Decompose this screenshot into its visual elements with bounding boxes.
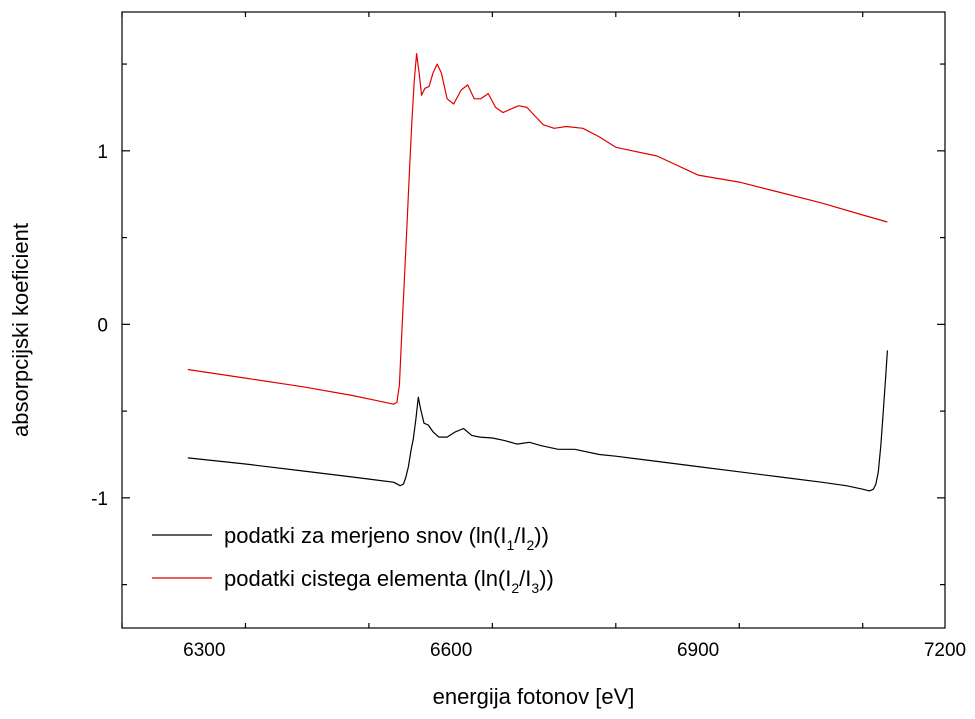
y-tick-label: 1 [97, 142, 108, 163]
x-tick-label: 6300 [183, 640, 225, 661]
legend-text-part: )) [534, 523, 549, 548]
series-line-1 [187, 350, 888, 492]
legend-text-part: /I [519, 566, 531, 591]
legend: podatki za merjeno snov (ln(I1/I2))podat… [152, 523, 554, 596]
plot-frame [121, 11, 946, 629]
legend-text-part: podatki cistega elementa (ln(I [224, 566, 511, 591]
legend-text-part: )) [539, 566, 554, 591]
legend-subscript: 2 [511, 580, 519, 596]
legend-subscript: 3 [531, 580, 539, 596]
y-tick-label: 0 [97, 315, 108, 336]
series-line-2 [187, 52, 888, 405]
y-axis-title: absorpcijski koeficient [8, 223, 33, 437]
x-tick-label: 7200 [924, 640, 966, 661]
legend-label-1: podatki za merjeno snov (ln(I1/I2)) [224, 523, 549, 553]
legend-subscript: 1 [506, 537, 514, 553]
x-tick-label: 6600 [430, 640, 472, 661]
legend-subscript: 2 [527, 537, 535, 553]
legend-text-part: /I [514, 523, 526, 548]
y-tick-label: -1 [91, 489, 108, 510]
legend-text-part: podatki za merjeno snov (ln(I [224, 523, 506, 548]
series-layer [187, 52, 888, 492]
x-tick-label: 6900 [677, 640, 719, 661]
legend-label-2: podatki cistega elementa (ln(I2/I3)) [224, 566, 554, 596]
ticks-layer: 6300 6600 6900 7200 -1 0 1 [91, 12, 966, 661]
x-axis-title: energija fotonov [eV] [433, 684, 635, 709]
